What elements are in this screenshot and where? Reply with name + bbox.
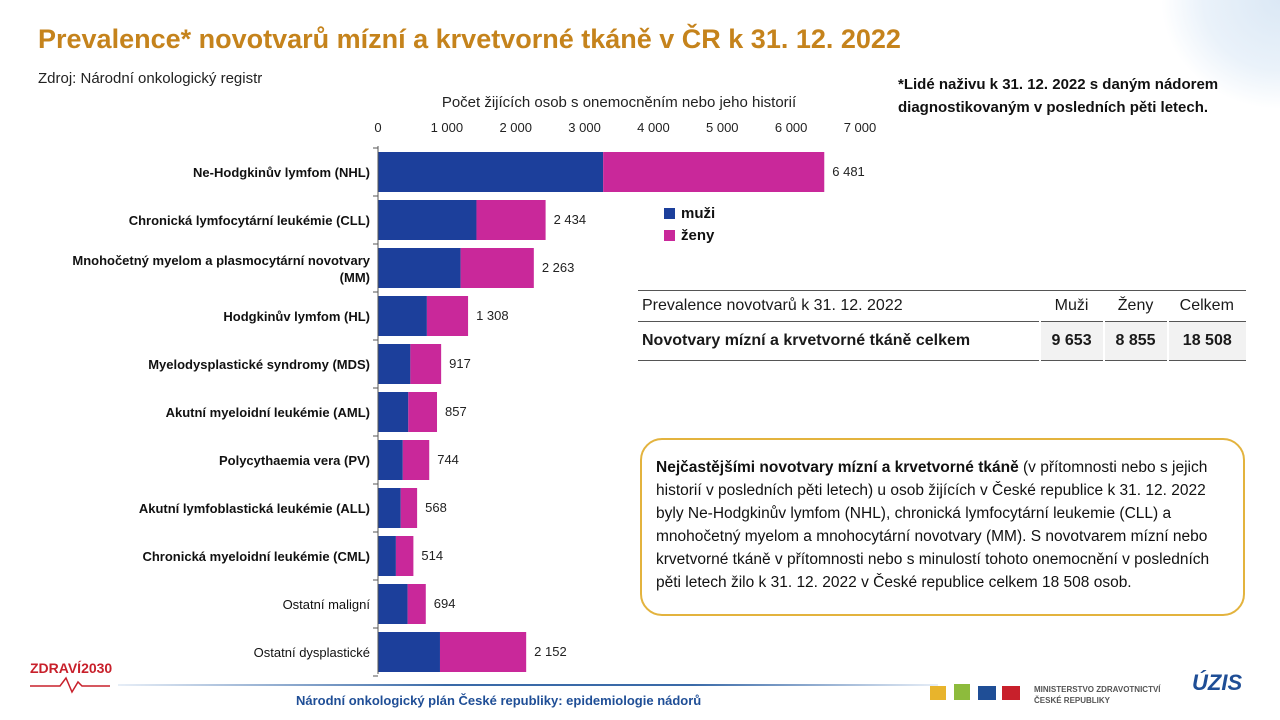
summary-row-label: Novotvary mízní a krvetvorné tkáně celke… <box>638 321 1040 361</box>
bar-segment-male <box>378 488 401 528</box>
ministry-logo-icon <box>930 684 1020 700</box>
category-label: Myelodysplastické syndromy (MDS) <box>148 357 370 372</box>
summary-data-row: Novotvary mízní a krvetvorné tkáně celke… <box>638 321 1246 361</box>
bar-total-label: 2 434 <box>554 212 587 227</box>
legend-item-female: ženy <box>664 224 715 246</box>
callout-text: (v přítomnosti nebo s jejich historií v … <box>656 459 1210 591</box>
prevalence-bar-chart: Počet žijících osob s onemocněním nebo j… <box>72 94 877 677</box>
bar-total-label: 917 <box>449 356 471 371</box>
summary-header-label: Prevalence novotvarů k 31. 12. 2022 <box>638 290 1040 322</box>
bar-total-label: 568 <box>425 500 447 515</box>
ministry-line1: MINISTERSTVO ZDRAVOTNICTVÍ <box>1034 685 1161 694</box>
bar-segment-male <box>378 632 440 672</box>
ministry-logo-text: MINISTERSTVO ZDRAVOTNICTVÍ ČESKÉ REPUBLI… <box>1034 684 1161 706</box>
bar-total-label: 857 <box>445 404 467 419</box>
category-label: Akutní myeloidní leukémie (AML) <box>166 405 370 420</box>
bar-segment-male <box>378 200 477 240</box>
summary-women-value: 8 855 <box>1102 321 1168 361</box>
bar-segment-female <box>407 584 426 624</box>
bar-segment-male <box>378 344 411 384</box>
summary-header-row: Prevalence novotvarů k 31. 12. 2022 Muži… <box>638 290 1246 322</box>
bar-total-label: 514 <box>421 548 443 563</box>
bar-segment-male <box>378 248 461 288</box>
x-tick-label: 6 000 <box>775 120 808 135</box>
category-label: Ostatní maligní <box>283 597 371 612</box>
uzis-logo: ÚZIS <box>1192 670 1243 695</box>
summary-table: Prevalence novotvarů k 31. 12. 2022 Muži… <box>638 290 1246 361</box>
bar-total-label: 1 308 <box>476 308 509 323</box>
legend-swatch-male <box>664 207 675 219</box>
x-tick-label: 3 000 <box>568 120 601 135</box>
zdravi-logo-text: ZDRAVÍ <box>30 660 82 676</box>
bar-segment-female <box>460 248 534 288</box>
bar-segment-male <box>378 440 403 480</box>
bar-segment-female <box>476 200 546 240</box>
bar-total-label: 2 152 <box>534 644 567 659</box>
legend-label-male: muži <box>681 204 716 222</box>
category-label: Ne-Hodgkinův lymfom (NHL) <box>193 165 370 180</box>
callout-box: Nejčastějšími novotvary mízní a krvetvor… <box>640 438 1245 616</box>
category-label: Chronická lymfocytární leukémie (CLL) <box>129 213 370 228</box>
summary-total-value: 18 508 <box>1166 321 1246 361</box>
category-label: Chronická myeloidní leukémie (CML) <box>142 549 370 564</box>
category-label: Akutní lymfoblastická leukémie (ALL) <box>139 501 370 516</box>
category-label: Hodgkinův lymfom (HL) <box>223 309 370 324</box>
x-tick-label: 2 000 <box>499 120 532 135</box>
footer-text: Národní onkologický plán České republiky… <box>296 693 702 708</box>
bar-segment-female <box>426 296 469 336</box>
bar-total-label: 694 <box>434 596 456 611</box>
zdravi-logo-year: 2030 <box>81 660 113 676</box>
zdravi-2030-logo: ZDRAVÍ2030 <box>30 660 113 700</box>
page-title: Prevalence* novotvarů mízní a krvetvorné… <box>38 24 901 54</box>
x-tick-label: 1 000 <box>431 120 464 135</box>
summary-men-value: 9 653 <box>1038 321 1104 361</box>
category-label: Polycythaemia vera (PV) <box>219 453 370 468</box>
bar-segment-female <box>439 632 527 672</box>
bar-segment-male <box>378 296 427 336</box>
bar-total-label: 2 263 <box>542 260 575 275</box>
bar-segment-female <box>408 392 438 432</box>
bar-total-label: 6 481 <box>832 164 865 179</box>
footer-divider <box>118 684 938 686</box>
bar-total-label: 744 <box>437 452 459 467</box>
bar-segment-male <box>378 536 396 576</box>
category-label: Ostatní dysplastické <box>254 645 370 660</box>
category-label: Mnohočetný myelom a plasmocytární novotv… <box>72 253 370 285</box>
corner-decoration <box>1160 0 1280 110</box>
bar-segment-male <box>378 392 409 432</box>
x-tick-label: 5 000 <box>706 120 739 135</box>
summary-header-total: Celkem <box>1167 290 1246 322</box>
bar-segment-male <box>378 152 604 192</box>
heartbeat-icon <box>30 676 110 694</box>
bar-segment-female <box>395 536 414 576</box>
callout-bold: Nejčastějšími novotvary mízní a krvetvor… <box>656 459 1019 476</box>
x-tick-label: 4 000 <box>637 120 670 135</box>
legend-swatch-female <box>664 229 675 241</box>
chart-title: Počet žijících osob s onemocněním nebo j… <box>442 94 797 111</box>
summary-header-men: Muži <box>1039 290 1104 322</box>
source-note: Zdroj: Národní onkologický registr <box>38 70 263 87</box>
legend-item-male: muži <box>664 202 715 224</box>
legend-label-female: ženy <box>681 226 715 244</box>
bar-segment-female <box>400 488 418 528</box>
ministry-line2: ČESKÉ REPUBLIKY <box>1034 696 1111 705</box>
bar-segment-female <box>402 440 430 480</box>
x-tick-label: 0 <box>374 120 381 135</box>
bar-segment-female <box>410 344 442 384</box>
summary-header-women: Ženy <box>1103 290 1168 322</box>
bar-segment-male <box>378 584 408 624</box>
bar-segment-female <box>603 152 825 192</box>
chart-legend: muži ženy <box>664 202 715 246</box>
footnote: *Lidé naživu k 31. 12. 2022 s daným nádo… <box>898 76 1219 116</box>
x-tick-label: 7 000 <box>844 120 877 135</box>
